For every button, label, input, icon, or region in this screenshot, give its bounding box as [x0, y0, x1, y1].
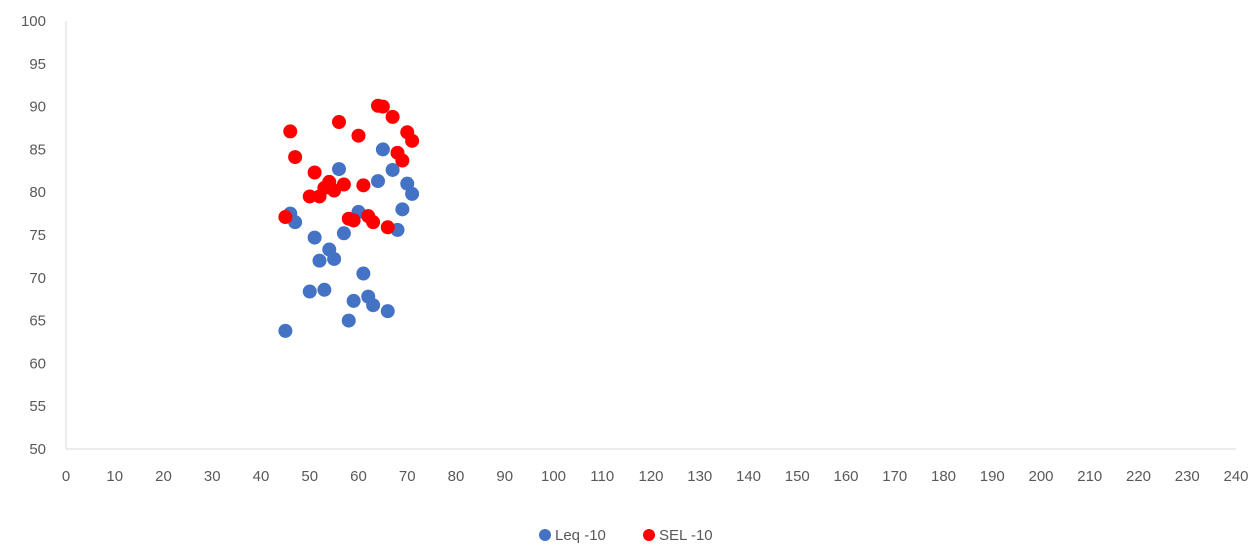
y-tick-label: 65 — [29, 313, 46, 330]
x-tick-label: 20 — [155, 468, 172, 485]
legend: Leq -10 SEL -10 — [539, 527, 713, 544]
x-tick-label: 110 — [590, 468, 614, 485]
y-tick-label: 95 — [29, 56, 46, 73]
point-leq-10 — [346, 293, 361, 308]
point-leq-10 — [312, 253, 327, 268]
point-leq-10 — [371, 174, 385, 189]
y-tick-label: 55 — [29, 398, 46, 415]
point-leq-10 — [317, 282, 332, 297]
point-sel-10 — [336, 177, 351, 192]
y-tick-label: 70 — [29, 270, 46, 287]
x-tick-label: 90 — [496, 468, 513, 485]
point-leq-10 — [356, 266, 371, 281]
point-leq-10 — [380, 304, 395, 319]
y-tick-label: 60 — [29, 355, 46, 372]
x-tick-label: 0 — [62, 468, 70, 485]
point-sel-10 — [395, 153, 410, 168]
y-tick-label: 85 — [29, 141, 46, 158]
x-tick-label: 160 — [833, 468, 858, 485]
point-sel-10 — [405, 133, 420, 148]
point-sel-10 — [302, 189, 317, 204]
x-tick-label: 100 — [541, 468, 566, 485]
x-tick-label: 210 — [1077, 468, 1102, 485]
x-tick-label: 240 — [1223, 468, 1248, 485]
x-tick-label: 190 — [980, 468, 1005, 485]
point-leq-10 — [405, 186, 420, 201]
data-points — [278, 98, 420, 338]
point-leq-10 — [302, 284, 317, 299]
y-tick-label: 80 — [29, 184, 46, 201]
x-tick-label: 200 — [1028, 468, 1053, 485]
x-tick-label: 180 — [931, 468, 956, 485]
point-sel-10 — [346, 213, 361, 228]
x-tick-label: 150 — [785, 468, 810, 485]
legend-label-leq-10: Leq -10 — [555, 527, 606, 544]
x-tick-labels: 0 10 20 30 40 50 60 70 80 90 100 110 120 130 140 150 160… — [62, 468, 1249, 485]
y-tick-label: 100 — [21, 13, 46, 30]
point-leq-10 — [307, 230, 322, 245]
legend-marker-leq-10 — [539, 529, 551, 541]
x-tick-label: 170 — [882, 468, 907, 485]
point-leq-10 — [332, 162, 346, 177]
x-tick-label: 30 — [204, 468, 221, 485]
x-tick-label: 140 — [736, 468, 761, 485]
point-leq-10 — [395, 202, 410, 217]
legend-label-sel-10: SEL -10 — [659, 527, 713, 544]
point-leq-10 — [341, 313, 356, 328]
x-tick-label: 40 — [253, 468, 270, 485]
x-tick-label: 230 — [1175, 468, 1200, 485]
point-sel-10 — [356, 178, 371, 193]
point-leq-10 — [366, 298, 381, 313]
y-tick-labels: 50 55 60 65 70 75 80 85 90 95 100 — [21, 13, 46, 458]
y-tick-label: 75 — [29, 227, 46, 244]
x-tick-label: 10 — [106, 468, 123, 485]
point-sel-10 — [288, 150, 303, 165]
x-tick-label: 70 — [399, 468, 416, 485]
point-sel-10 — [385, 109, 400, 124]
legend-marker-sel-10 — [643, 529, 655, 541]
point-leq-10 — [327, 251, 342, 266]
x-tick-label: 50 — [301, 468, 318, 485]
x-tick-label: 220 — [1126, 468, 1151, 485]
x-tick-label: 80 — [448, 468, 465, 485]
y-tick-label: 50 — [29, 441, 46, 458]
x-tick-label: 130 — [687, 468, 712, 485]
point-sel-10 — [278, 210, 293, 225]
axes-group — [65, 21, 1236, 450]
point-leq-10 — [336, 226, 351, 241]
point-sel-10 — [307, 165, 322, 180]
x-tick-label: 120 — [638, 468, 663, 485]
point-sel-10 — [351, 128, 366, 143]
point-leq-10 — [278, 323, 293, 338]
point-leq-10 — [385, 162, 400, 177]
point-sel-10 — [332, 115, 346, 130]
point-leq-10 — [375, 142, 390, 157]
point-sel-10 — [366, 215, 381, 230]
y-tick-label: 90 — [29, 99, 46, 116]
point-sel-10 — [283, 124, 298, 139]
point-sel-10 — [375, 99, 390, 114]
x-tick-label: 60 — [350, 468, 367, 485]
point-sel-10 — [380, 220, 395, 235]
